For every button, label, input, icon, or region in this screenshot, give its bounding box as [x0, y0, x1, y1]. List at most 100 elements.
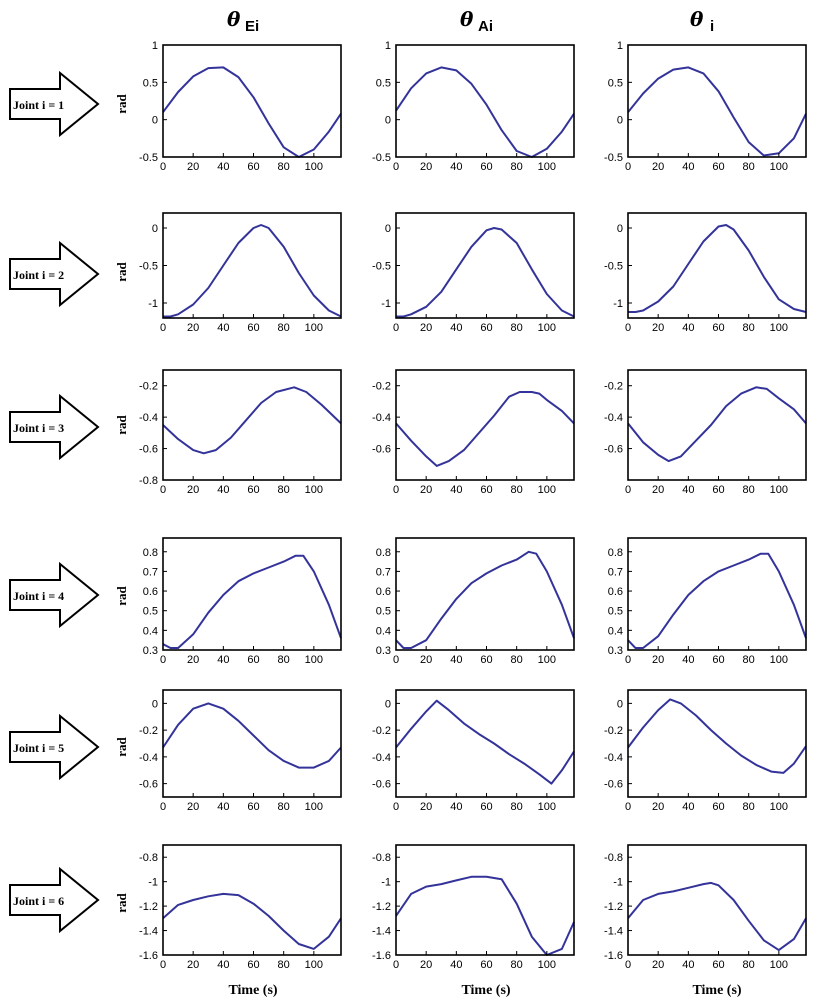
y-tick-label: -1.6 — [139, 950, 158, 962]
x-tick-label: 100 — [305, 484, 323, 496]
plot-frame — [162, 44, 342, 158]
y-tick-label: 0.4 — [376, 625, 391, 637]
y-tick-label: -1.2 — [604, 901, 623, 913]
x-tick-label: 80 — [511, 161, 523, 173]
x-tick-label: 40 — [450, 959, 462, 971]
x-tick-label: 80 — [278, 654, 290, 666]
y-tick-label: -1 — [148, 877, 158, 889]
y-tick-label: -0.5 — [372, 152, 391, 164]
y-tick-label: 0 — [617, 698, 623, 710]
x-tick-label: 60 — [712, 654, 724, 666]
x-tick-label: 20 — [652, 959, 664, 971]
y-tick-label: -0.5 — [604, 152, 623, 164]
arrow-shape — [9, 561, 100, 629]
y-axis-label: rad — [114, 414, 129, 434]
x-tick-label: 40 — [217, 484, 229, 496]
x-tick-label: 60 — [480, 959, 492, 971]
y-tick-label: 0.8 — [376, 547, 391, 559]
subplot-r5-c3: 0 20 40 60 80 100 -0.6 -0.4 -0.2 0 — [604, 689, 807, 813]
column-header-symbol: θ — [690, 7, 704, 31]
x-tick-label: 100 — [538, 322, 556, 334]
column-header-ai: θ Ai — [460, 7, 493, 35]
y-tick-label: -0.4 — [139, 752, 158, 764]
y-tick-label: 0 — [152, 223, 158, 235]
y-tick-label: -1 — [613, 877, 623, 889]
x-tick-label: 20 — [187, 484, 199, 496]
y-tick-label: 0 — [385, 698, 391, 710]
column-header-symbol: θ — [460, 7, 474, 31]
x-tick-label: 40 — [450, 801, 462, 813]
x-tick-label: 100 — [305, 801, 323, 813]
x-tick-label: 0 — [393, 959, 399, 971]
y-tick-label: 0.5 — [376, 606, 391, 618]
subplot-r4-c2: 0 20 40 60 80 100 0.3 0.4 0.5 0.6 0.7 0.8 — [376, 537, 575, 666]
series-line — [627, 66, 807, 157]
y-tick-label: -1 — [148, 298, 158, 310]
subplot-r6-c2: 0 20 40 60 80 100 -1.6 -1.4 -1.2 -1 -0.8 — [372, 844, 575, 971]
x-tick-label: 60 — [712, 959, 724, 971]
x-tick-label: 0 — [625, 161, 631, 173]
x-tick-label: 60 — [712, 801, 724, 813]
series-line — [163, 224, 342, 318]
x-tick-label: 20 — [187, 959, 199, 971]
y-tick-label: 0.3 — [376, 645, 391, 657]
subplot-r1-c3: 0 20 40 60 80 100-0.500.51 — [604, 40, 807, 173]
y-axis-label: rad — [114, 736, 129, 756]
x-tick-label: 60 — [247, 161, 259, 173]
joint-label: Joint i = 4 — [13, 589, 64, 603]
x-tick-label: 80 — [278, 959, 290, 971]
joint-arrow-4: Joint i = 4 — [9, 561, 100, 629]
x-tick-label: 0 — [393, 484, 399, 496]
x-tick-label: 0 — [160, 801, 166, 813]
x-tick-label: 40 — [217, 654, 229, 666]
series-line — [395, 550, 575, 649]
y-tick-label: -0.4 — [139, 412, 158, 424]
series-line — [395, 875, 575, 956]
x-tick-label: 0 — [625, 959, 631, 971]
x-tick-label: 100 — [538, 161, 556, 173]
x-tick-label: 40 — [682, 801, 694, 813]
x-tick-label: 20 — [420, 484, 432, 496]
y-tick-label: -0.6 — [604, 444, 623, 456]
x-tick-label: 0 — [625, 801, 631, 813]
series-line — [627, 386, 807, 463]
subplot-r3-c1: 0 20 40 60 80 100 -0.8 -0.6 -0.4 -0.2 — [139, 369, 342, 496]
subplot-r6-c1: 0 20 40 60 80 100 -1.6 -1.4 -1.2 -1 -0.8 — [139, 844, 342, 971]
x-tick-label: 60 — [480, 484, 492, 496]
x-tick-label: 40 — [450, 484, 462, 496]
x-tick-label: 20 — [652, 322, 664, 334]
y-tick-label: 0.6 — [376, 586, 391, 598]
x-tick-label: 40 — [450, 161, 462, 173]
y-tick-label: 0.5 — [608, 77, 623, 89]
x-tick-label: 40 — [450, 654, 462, 666]
y-tick-label: -0.6 — [139, 444, 158, 456]
subplot-r4-c1: 0 20 40 60 80 100 0.3 0.4 0.5 0.6 0.7 0.8 — [143, 537, 342, 666]
plot-frame — [395, 369, 575, 481]
x-tick-label: 80 — [511, 484, 523, 496]
y-tick-label: -0.2 — [139, 381, 158, 393]
x-tick-label: 80 — [511, 959, 523, 971]
x-tick-label: 20 — [420, 322, 432, 334]
y-tick-label: 0.5 — [143, 606, 158, 618]
y-tick-label: 0 — [617, 223, 623, 235]
y-tick-label: -1 — [613, 298, 623, 310]
subplot-r1-c2: 0 20 40 60 80 100-0.500.51 — [372, 40, 575, 173]
plot-frame — [627, 369, 807, 481]
arrow-shape — [9, 713, 100, 781]
series-line — [628, 224, 807, 313]
x-tick-label: 0 — [160, 959, 166, 971]
x-tick-label: 100 — [770, 654, 788, 666]
series-line — [162, 892, 342, 950]
x-tick-label: 0 — [625, 322, 631, 334]
x-tick-label: 80 — [743, 484, 755, 496]
x-tick-label: 40 — [682, 161, 694, 173]
column-header-i: θ i — [690, 7, 714, 35]
subplot-r3-c3: 0 20 40 60 80 100 -0.6 -0.4 -0.2 — [604, 369, 807, 496]
x-tick-label: 100 — [538, 959, 556, 971]
y-tick-label: -0.8 — [139, 852, 158, 864]
y-tick-label: -0.5 — [604, 261, 623, 273]
joint-arrow-3: Joint i = 3 — [9, 393, 100, 461]
y-tick-label: 1 — [617, 40, 623, 52]
x-axis-label: Time (s) — [461, 983, 510, 998]
